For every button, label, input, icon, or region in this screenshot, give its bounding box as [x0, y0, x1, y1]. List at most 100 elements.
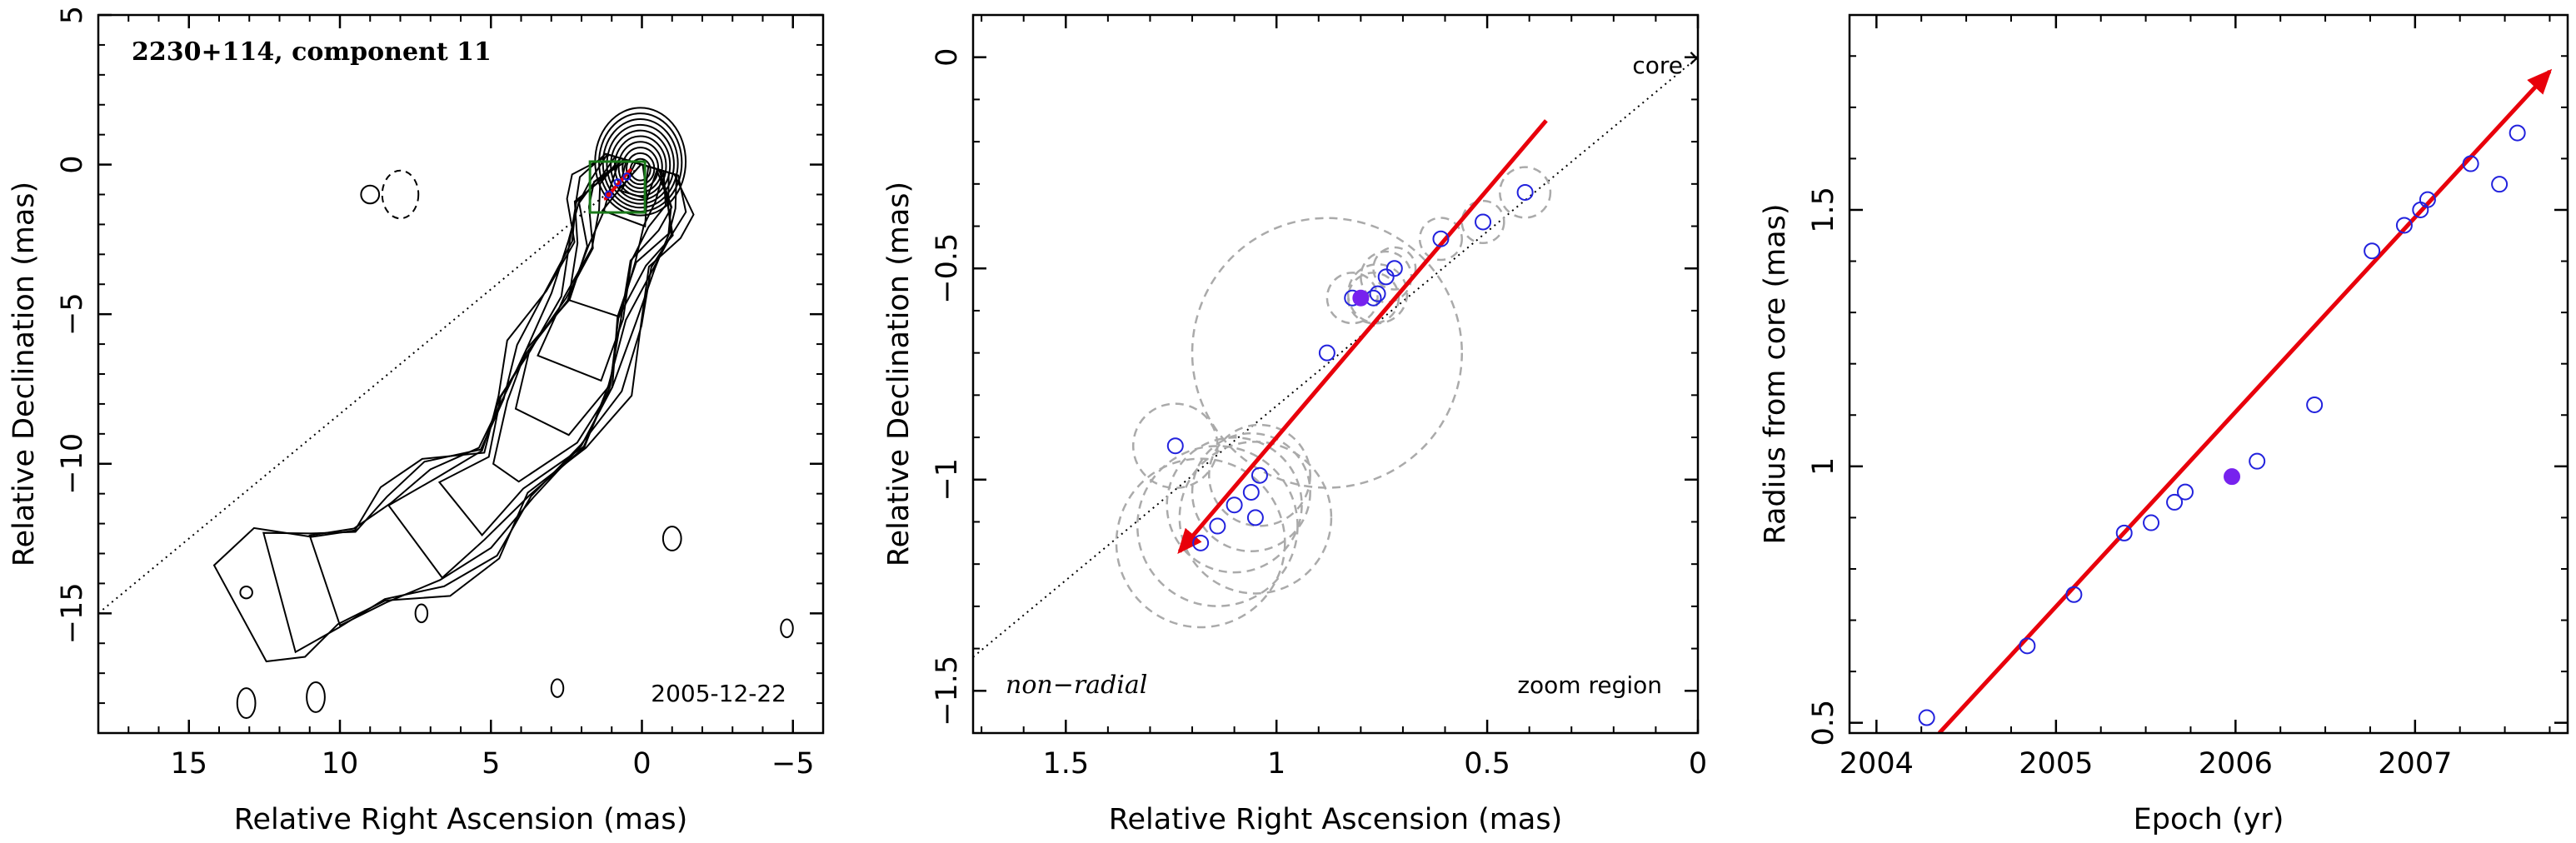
x-tick-label: −5 — [771, 747, 815, 781]
fit-arrow — [1937, 68, 2553, 733]
y-tick-label: −1.5 — [931, 656, 964, 726]
non-radial-note: non−radial — [1006, 671, 1147, 700]
component-size-circle — [1499, 166, 1552, 219]
isolated-contour — [381, 169, 420, 220]
y-axis-label: Relative Declination (mas) — [7, 182, 41, 566]
component-size-circle — [1208, 423, 1311, 527]
x-tick-label: 2004 — [1840, 747, 1914, 781]
y-tick-label: −15 — [56, 582, 89, 644]
y-tick-label: −1 — [931, 458, 964, 501]
highlighted-point — [1352, 289, 1370, 307]
component-size-circle — [1191, 217, 1463, 489]
panel-zoom-region: × 1.5 1 0.5 0 0 −0.5 −1 −1.5 core non−radial zo… — [882, 13, 1707, 836]
x-tick-label: 0 — [632, 747, 651, 781]
component-point — [622, 172, 632, 181]
component-size-circle — [1372, 246, 1417, 291]
x-tick-label: 1 — [1267, 747, 1286, 781]
component-point — [1242, 483, 1260, 501]
epoch-point — [2306, 396, 2324, 413]
epoch-point — [2176, 483, 2194, 501]
epoch-point — [2395, 217, 2413, 234]
radius-plot-area — [1918, 68, 2553, 733]
component-point — [613, 178, 622, 187]
core-contour — [617, 141, 663, 193]
isolated-contour — [414, 603, 429, 624]
epoch-point — [2249, 452, 2266, 470]
core-contour — [626, 152, 656, 186]
component-point — [1475, 213, 1492, 231]
zoom-plot-area: × — [973, 44, 1698, 658]
panel-title: 2230+114, component 11 — [132, 37, 492, 67]
isolated-contour — [236, 687, 257, 720]
component-size-circle — [1460, 199, 1505, 244]
reference-line — [973, 56, 1698, 658]
motion-arrow — [1177, 119, 1548, 555]
component-point — [1192, 534, 1210, 551]
y-tick-label: −10 — [56, 433, 89, 495]
zoom-box — [588, 160, 646, 214]
component-size-circle — [1191, 431, 1311, 553]
component-point — [1246, 509, 1264, 526]
component-point — [1226, 496, 1243, 514]
contour-line — [308, 153, 678, 627]
component-point — [1209, 517, 1226, 535]
component-size-circle — [1131, 402, 1219, 490]
contour-line — [437, 157, 674, 536]
x-tick-label: 2007 — [2378, 747, 2452, 781]
contour-line — [212, 153, 695, 663]
epoch-point — [2166, 493, 2184, 511]
zoom-region-note: zoom region — [1517, 671, 1662, 699]
component-size-circle — [1325, 272, 1379, 325]
panel-contour-map: 15 10 5 0 −5 5 0 −5 −10 −15 2230+114, component 1… — [7, 6, 825, 836]
component-size-circle — [1178, 441, 1333, 595]
y-tick-label: −0.5 — [931, 233, 964, 304]
reference-line — [98, 163, 643, 615]
epoch-point — [2462, 155, 2479, 172]
isolated-contour — [306, 681, 326, 713]
component-point — [1377, 268, 1395, 286]
observation-date: 2005-12-22 — [651, 680, 786, 707]
contour-line — [567, 157, 666, 318]
highlighted-point — [2224, 468, 2241, 486]
epoch-point — [2143, 514, 2160, 531]
y-tick-label: 0 — [931, 48, 964, 67]
isolated-contour — [780, 618, 794, 639]
component-size-circle — [1418, 217, 1463, 262]
x-tick-label: 2005 — [2019, 747, 2093, 781]
component-size-circle — [1115, 457, 1286, 629]
x-tick-label: 5 — [482, 747, 500, 781]
plot-frame — [97, 13, 825, 735]
axis-ticks: 15 10 5 0 −5 5 0 −5 −10 −15 — [56, 6, 824, 781]
component-point — [1385, 260, 1403, 277]
epoch-point — [2491, 176, 2509, 193]
x-tick-label: 10 — [322, 747, 359, 781]
contour-line — [514, 158, 673, 436]
plot-frame — [971, 13, 1700, 735]
core-contour — [606, 123, 675, 205]
core-contour — [602, 117, 679, 209]
y-tick-label: 1.5 — [1807, 187, 1840, 233]
x-axis-label: Relative Right Ascension (mas) — [1109, 803, 1562, 836]
component-size-circle — [1346, 263, 1409, 325]
y-tick-label: 0.5 — [1807, 700, 1840, 746]
x-tick-label: 1.5 — [1042, 747, 1089, 781]
isolated-contour — [550, 678, 565, 698]
contour-plot-area — [98, 107, 794, 720]
x-tick-label: 0.5 — [1464, 747, 1510, 781]
y-tick-label: 1 — [1807, 457, 1840, 476]
epoch-point — [2419, 191, 2436, 208]
component-point — [1516, 183, 1534, 201]
isolated-contour — [360, 184, 381, 205]
isolated-contour — [661, 526, 682, 551]
x-tick-label: 2006 — [2199, 747, 2273, 781]
y-axis-label: Radius from core (mas) — [1759, 203, 1792, 544]
epoch-point — [2509, 124, 2526, 142]
y-axis-label: Relative Declination (mas) — [882, 182, 916, 566]
epoch-point — [2019, 637, 2036, 655]
component-point — [1251, 466, 1268, 484]
isolated-contour — [239, 586, 253, 600]
y-tick-label: −5 — [56, 292, 89, 336]
y-tick-label: 5 — [56, 6, 89, 24]
motion-arrow — [603, 167, 632, 201]
